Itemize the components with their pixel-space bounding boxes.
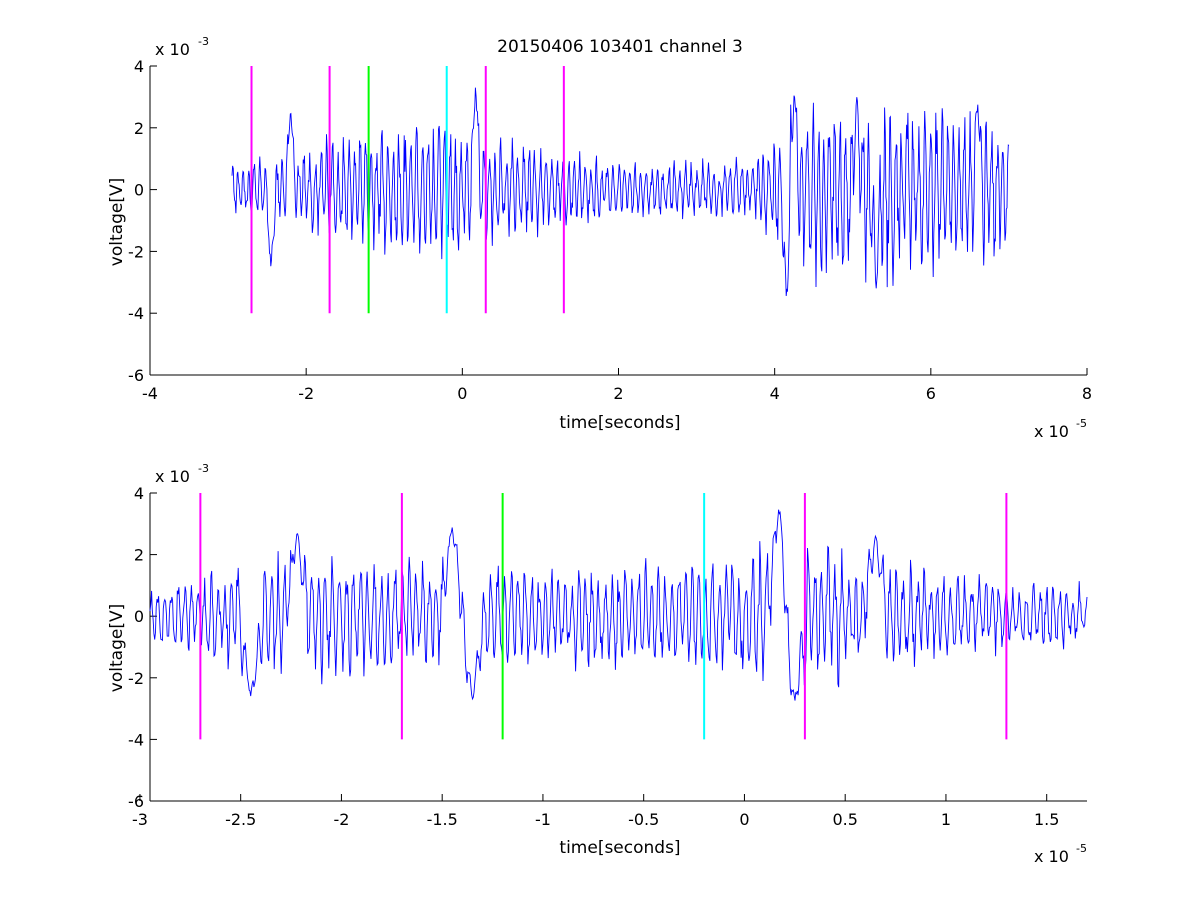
y-axis-label: voltage[V] [107,604,127,692]
x-axis-label: time[seconds] [559,413,680,433]
x-tick-label: -3 [132,810,148,829]
y-axis-label: voltage[V] [107,178,127,266]
x-tick-label: 1.5 [1034,810,1059,829]
x-tick-label: -2 [333,810,349,829]
y-tick-label: -2 [128,242,144,261]
x-tick-label: 0 [457,384,467,403]
x-tick-label: -1 [535,810,551,829]
x-tick-label: 8 [1082,384,1092,403]
x-tick-label: -0.5 [628,810,659,829]
y-tick-label: 0 [134,181,144,200]
y-tick-label: -6 [128,792,144,811]
x-tick-label: -2 [298,384,314,403]
x-exponent-base: x 10 [1034,422,1069,441]
y-exponent-power: -3 [198,35,209,48]
x-tick-label: -4 [142,384,158,403]
chart-title: 20150406 103401 channel 3 [497,37,743,57]
x-tick-label: 0.5 [832,810,857,829]
signal-line [231,87,1010,297]
x-tick-label: -2.5 [225,810,256,829]
y-exponent-base: x 10 [155,467,190,486]
y-tick-label: -4 [128,304,144,323]
x-tick-label: -1.5 [427,810,458,829]
y-tick-label: 2 [134,546,144,565]
subplot-top: 20150406 103401 channel 3 x 10 -3 x 10 -… [107,35,1092,441]
x-exponent-base: x 10 [1034,847,1069,866]
y-tick-label: -2 [128,669,144,688]
x-exponent-top: x 10 -5 [1034,417,1087,441]
x-exponent-power: -5 [1076,417,1087,430]
x-exponent-power: -5 [1076,842,1087,855]
y-tick-label: 0 [134,607,144,626]
y-exponent-top: x 10 -3 [155,35,209,59]
y-tick-label: -4 [128,730,144,749]
y-tick-label: -6 [128,366,144,385]
y-tick-label: 4 [134,484,144,503]
y-tick-label: 4 [134,57,144,76]
subplot-bottom: x 10 -3 x 10 -5 time[seconds] voltage[V]… [107,462,1088,866]
signal-line [149,509,1088,701]
x-tick-label: 2 [613,384,623,403]
x-exponent-bottom: x 10 -5 [1034,842,1087,866]
y-exponent-bottom: x 10 -3 [155,462,209,486]
x-axis-label: time[seconds] [559,838,680,858]
x-tick-label: 1 [941,810,951,829]
x-tick-label: 6 [926,384,936,403]
x-tick-label: 4 [770,384,780,403]
x-tick-label: 0 [739,810,749,829]
y-tick-label: 2 [134,119,144,138]
y-exponent-base: x 10 [155,40,190,59]
y-exponent-power: -3 [198,462,209,475]
